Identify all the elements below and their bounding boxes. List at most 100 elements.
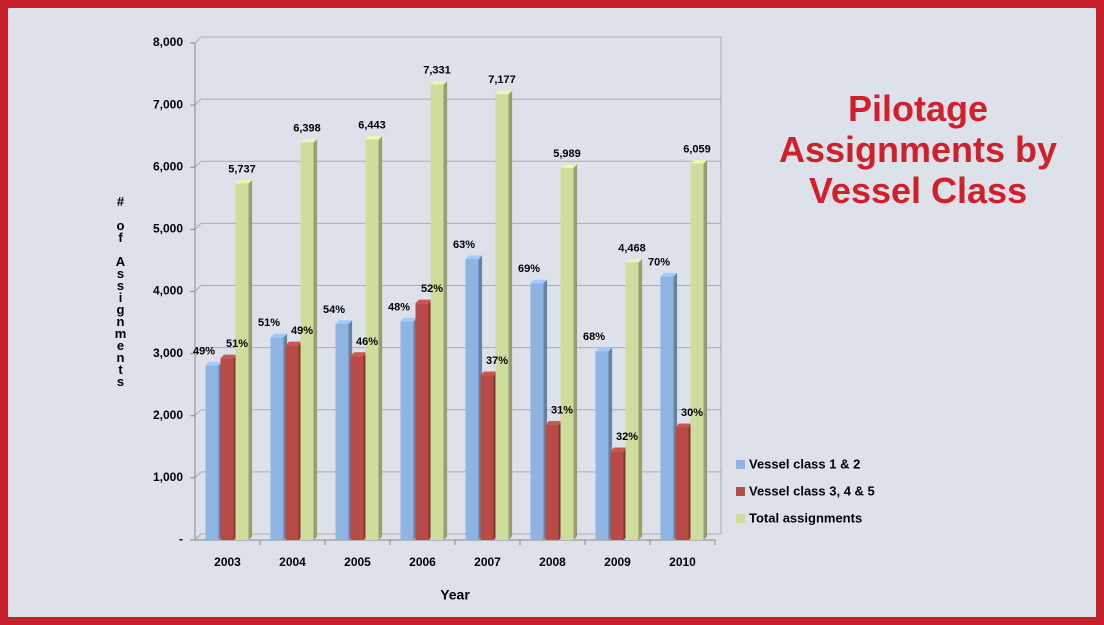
bar-top [530, 279, 548, 284]
bar [220, 358, 234, 540]
bar-top [365, 136, 383, 140]
bar [365, 139, 379, 540]
y-tick-label: 1,000 [153, 470, 183, 484]
value-label: 5,737 [228, 163, 256, 175]
x-tick-label: 2003 [214, 555, 241, 569]
x-tick-label: 2004 [279, 555, 306, 569]
bar-side [313, 138, 318, 540]
value-label: 63% [453, 239, 475, 251]
bar-top [220, 354, 238, 359]
bar [235, 183, 249, 541]
bar [415, 303, 429, 540]
y-tick-label: 3,000 [153, 346, 183, 360]
value-label: 6,398 [293, 122, 321, 134]
bar-top [285, 341, 303, 346]
x-tick-label: 2006 [409, 555, 436, 569]
legend-label: Total assignments [749, 510, 862, 525]
chart: - 1,000 2,000 3,000 4,000 5,000 6,000 7,000 8,00… [153, 35, 875, 603]
bar [335, 323, 349, 540]
value-label: 5,989 [553, 148, 581, 160]
bar-top [235, 179, 253, 184]
bar-top [335, 320, 353, 324]
value-label: 48% [388, 301, 410, 313]
bar-top [595, 347, 613, 352]
legend-label: Vessel class 3, 4 & 5 [749, 483, 875, 498]
bar [660, 276, 674, 540]
bar-side [248, 179, 253, 540]
bar-top [480, 371, 498, 376]
bar [560, 167, 574, 540]
value-label: 6,059 [683, 143, 711, 155]
bar-side [378, 136, 383, 540]
value-label: 7,177 [488, 74, 516, 86]
bar-side [573, 164, 578, 540]
value-label: 31% [551, 405, 573, 417]
grid-line [194, 409, 721, 417]
grid-line [194, 160, 721, 168]
bar-top [690, 159, 708, 164]
bar [610, 451, 624, 540]
bar [625, 262, 639, 540]
x-tick-label: 2010 [669, 555, 696, 569]
y-tick-label: - [179, 532, 183, 546]
bar-top [660, 272, 678, 277]
bar [430, 84, 444, 541]
bar [285, 345, 299, 540]
bar-top [545, 421, 563, 425]
bar-top [625, 258, 643, 263]
bar [480, 375, 494, 540]
value-label: 49% [193, 345, 215, 357]
bar-top [560, 164, 578, 168]
value-label: 52% [421, 283, 443, 295]
x-tick-label: 2007 [474, 555, 501, 569]
bar [530, 283, 544, 540]
chart-title: Pilotage Assignments by Vessel Class [778, 88, 1058, 211]
y-tick-label: 2,000 [153, 408, 183, 422]
bar-top [350, 352, 368, 356]
legend-swatch [736, 487, 745, 496]
x-axis-title: Year [440, 587, 470, 603]
legend-swatch [736, 460, 745, 469]
bar-top [300, 138, 318, 143]
y-tick-label: 8,000 [153, 35, 183, 49]
grid-line [194, 285, 721, 292]
bar [350, 355, 364, 540]
value-label: 30% [681, 407, 703, 419]
bar-side [638, 258, 643, 540]
bar [300, 142, 314, 541]
grid-line [194, 36, 721, 44]
bar-top [400, 317, 418, 322]
bar-side [703, 159, 708, 540]
bar-top [430, 80, 448, 85]
value-label: 49% [291, 325, 313, 337]
bar [400, 321, 414, 540]
bar [545, 424, 559, 540]
value-label: 4,468 [618, 242, 646, 254]
grid-line [194, 347, 721, 354]
x-tick-label: 2005 [344, 555, 371, 569]
bar-top [675, 423, 693, 428]
bar-top [270, 333, 288, 338]
bar-top [495, 90, 513, 95]
value-label: 7,331 [423, 64, 451, 76]
bar [595, 351, 609, 540]
value-label: 69% [518, 263, 540, 275]
value-label: 54% [323, 304, 345, 316]
bar-top [465, 255, 483, 260]
grid-line [194, 98, 721, 106]
bar [205, 365, 219, 540]
grid-line [194, 222, 721, 230]
y-tick-label: 7,000 [153, 97, 183, 111]
x-tick-label: 2008 [539, 555, 566, 569]
bar-top [610, 447, 628, 452]
value-label: 37% [486, 355, 508, 367]
value-label: 70% [648, 256, 670, 268]
y-tick-label: 6,000 [153, 159, 183, 173]
value-label: 68% [583, 331, 605, 343]
bar [690, 163, 704, 540]
bar [675, 427, 689, 540]
bar-side [443, 80, 448, 541]
bar [465, 259, 479, 540]
value-label: 32% [616, 431, 638, 443]
